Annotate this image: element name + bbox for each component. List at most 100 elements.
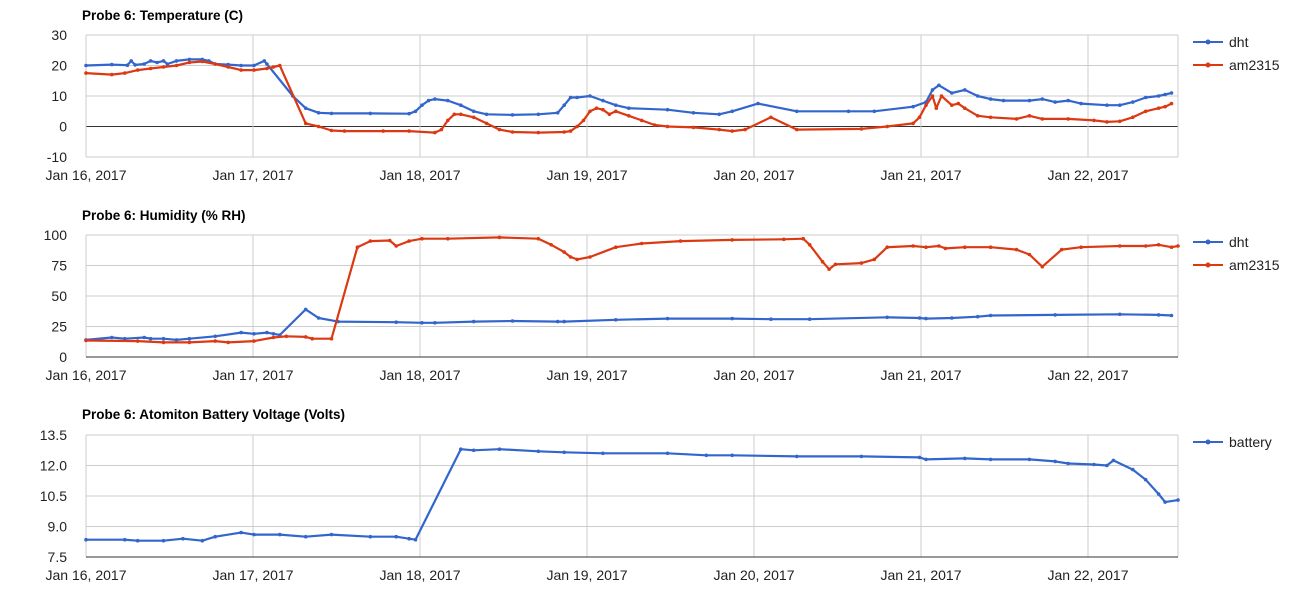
data-point	[885, 245, 889, 249]
legend-label-dht[interactable]: dht	[1229, 234, 1249, 250]
data-point	[329, 128, 334, 133]
data-point	[769, 317, 773, 321]
x-tick-label: Jan 22, 2017	[1048, 167, 1129, 183]
data-point	[187, 60, 192, 65]
data-point	[575, 95, 579, 100]
data-point	[678, 239, 683, 243]
data-point	[601, 98, 605, 103]
data-point	[497, 127, 502, 132]
series-points-battery	[84, 447, 1180, 543]
data-point	[1053, 100, 1057, 104]
data-point	[975, 94, 980, 98]
data-point	[433, 97, 437, 101]
data-point	[924, 103, 928, 107]
data-point	[239, 63, 243, 68]
data-point	[420, 103, 424, 107]
data-point	[1118, 119, 1122, 124]
data-point	[588, 94, 592, 98]
data-point	[943, 246, 948, 251]
data-point	[1040, 264, 1045, 269]
data-point	[252, 332, 256, 336]
data-point	[924, 245, 928, 249]
data-point	[1163, 500, 1167, 504]
data-point	[975, 314, 980, 319]
data-point	[84, 63, 88, 68]
data-point	[213, 334, 217, 339]
data-point	[252, 339, 256, 343]
data-point	[562, 103, 566, 107]
data-point	[1027, 114, 1032, 118]
data-point	[691, 125, 696, 130]
data-point	[872, 109, 877, 114]
legend-marker-dht	[1205, 239, 1211, 245]
data-point	[911, 104, 915, 109]
data-point	[484, 112, 489, 117]
series-line-am2315	[85, 60, 1172, 134]
data-point	[110, 62, 114, 67]
data-point	[471, 448, 476, 453]
data-point	[820, 260, 825, 264]
x-tick-label: Jan 17, 2017	[213, 167, 294, 183]
data-point	[568, 95, 573, 100]
data-point	[123, 537, 127, 542]
data-point	[497, 235, 502, 240]
series-points-dht	[84, 307, 1174, 342]
data-point	[939, 94, 944, 98]
data-point	[872, 257, 877, 262]
legend-label-am2315[interactable]: am2315	[1229, 257, 1280, 273]
data-point	[588, 255, 592, 259]
data-point	[407, 129, 411, 133]
data-point	[601, 451, 605, 456]
data-point	[174, 59, 179, 63]
data-point	[252, 532, 256, 537]
data-point	[278, 63, 282, 68]
data-point	[161, 59, 166, 63]
x-tick-label: Jan 18, 2017	[380, 367, 461, 383]
data-point	[885, 315, 889, 320]
data-point	[782, 237, 786, 242]
legend-label-dht[interactable]: dht	[1229, 34, 1249, 50]
data-point	[161, 538, 166, 543]
x-tick-label: Jan 16, 2017	[46, 567, 127, 583]
data-point	[859, 454, 864, 459]
data-point	[1040, 117, 1045, 121]
data-point	[549, 243, 553, 247]
x-tick-label: Jan 18, 2017	[380, 567, 461, 583]
data-point	[730, 238, 734, 242]
data-point	[1163, 92, 1167, 97]
data-point	[833, 262, 838, 267]
data-point	[588, 109, 592, 114]
battery-voltage-chart: Probe 6: Atomiton Battery Voltage (Volts…	[40, 407, 1272, 583]
data-point	[239, 330, 243, 335]
data-point	[213, 534, 217, 539]
data-point	[1066, 98, 1070, 103]
y-tick-label: 50	[51, 288, 67, 304]
x-tick-label: Jan 16, 2017	[46, 367, 127, 383]
data-point	[730, 129, 734, 133]
data-point	[123, 336, 127, 341]
data-point	[691, 111, 696, 115]
y-tick-label: 7.5	[48, 549, 68, 565]
legend-marker-am2315	[1205, 262, 1211, 268]
y-tick-label: 13.5	[40, 427, 67, 443]
data-point	[950, 91, 954, 95]
data-point	[497, 447, 502, 451]
data-point	[316, 111, 321, 115]
data-point	[717, 127, 721, 132]
data-point	[1143, 477, 1148, 482]
data-point	[148, 59, 153, 63]
y-tick-label: 30	[51, 27, 67, 43]
x-tick-label: Jan 17, 2017	[213, 567, 294, 583]
legend-label-am2315[interactable]: am2315	[1229, 57, 1280, 73]
data-point	[769, 115, 773, 120]
legend-label-battery[interactable]: battery	[1229, 434, 1272, 450]
data-point	[459, 447, 463, 451]
y-tick-label: 10	[51, 88, 67, 104]
data-point	[213, 339, 217, 343]
data-point	[142, 62, 146, 66]
data-point	[1079, 245, 1083, 249]
x-tick-label: Jan 19, 2017	[547, 167, 628, 183]
series-line-dht	[85, 308, 1172, 341]
data-point	[1118, 103, 1122, 107]
data-point	[562, 250, 566, 254]
